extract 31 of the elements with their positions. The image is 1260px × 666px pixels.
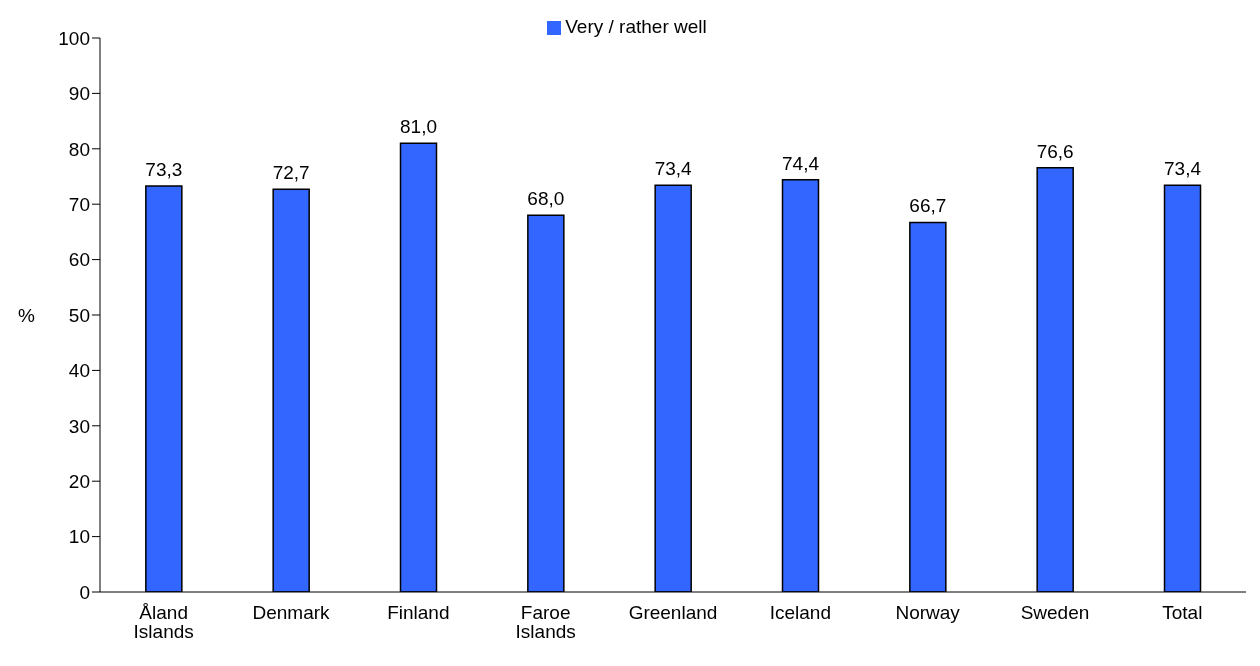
data-label: 76,6 [1036, 140, 1074, 162]
legend-label: Very / rather well [565, 16, 707, 37]
data-label: 68,0 [527, 188, 565, 210]
y-tick-label: 20 [68, 470, 90, 492]
x-tick-label: Finland [387, 602, 450, 624]
x-tick-label: Norway [895, 602, 961, 624]
x-tick-label: Faroe Islands [515, 602, 576, 643]
y-tick-label: 0 [79, 581, 90, 603]
y-tick-label: 80 [68, 138, 90, 160]
x-tick-label: Åland Islands [133, 602, 194, 643]
x-tick-label: Total [1162, 602, 1203, 624]
data-label: 74,4 [782, 152, 820, 174]
y-tick-label: 90 [68, 83, 90, 105]
data-label: 66,7 [909, 195, 947, 217]
x-tick-label: Iceland [769, 602, 831, 624]
data-label: 81,0 [400, 116, 437, 138]
data-label: 72,7 [272, 162, 310, 184]
data-label: 73,3 [145, 158, 183, 180]
y-tick-label: 50 [68, 304, 90, 326]
x-tick-label: Sweden [1020, 602, 1090, 624]
data-label: 73,4 [1164, 158, 1202, 180]
y-tick-label: 40 [68, 360, 90, 382]
y-tick-label: 30 [68, 415, 90, 437]
y-axis-title: % [18, 304, 35, 326]
x-tick-label: Denmark [252, 602, 331, 624]
x-tick-label: Greenland [628, 602, 718, 624]
y-tick-label: 70 [68, 193, 90, 215]
y-tick-label: 10 [68, 526, 90, 548]
data-label: 73,4 [654, 158, 693, 180]
y-tick-label: 60 [68, 249, 90, 271]
y-tick-label: 100 [58, 27, 90, 49]
